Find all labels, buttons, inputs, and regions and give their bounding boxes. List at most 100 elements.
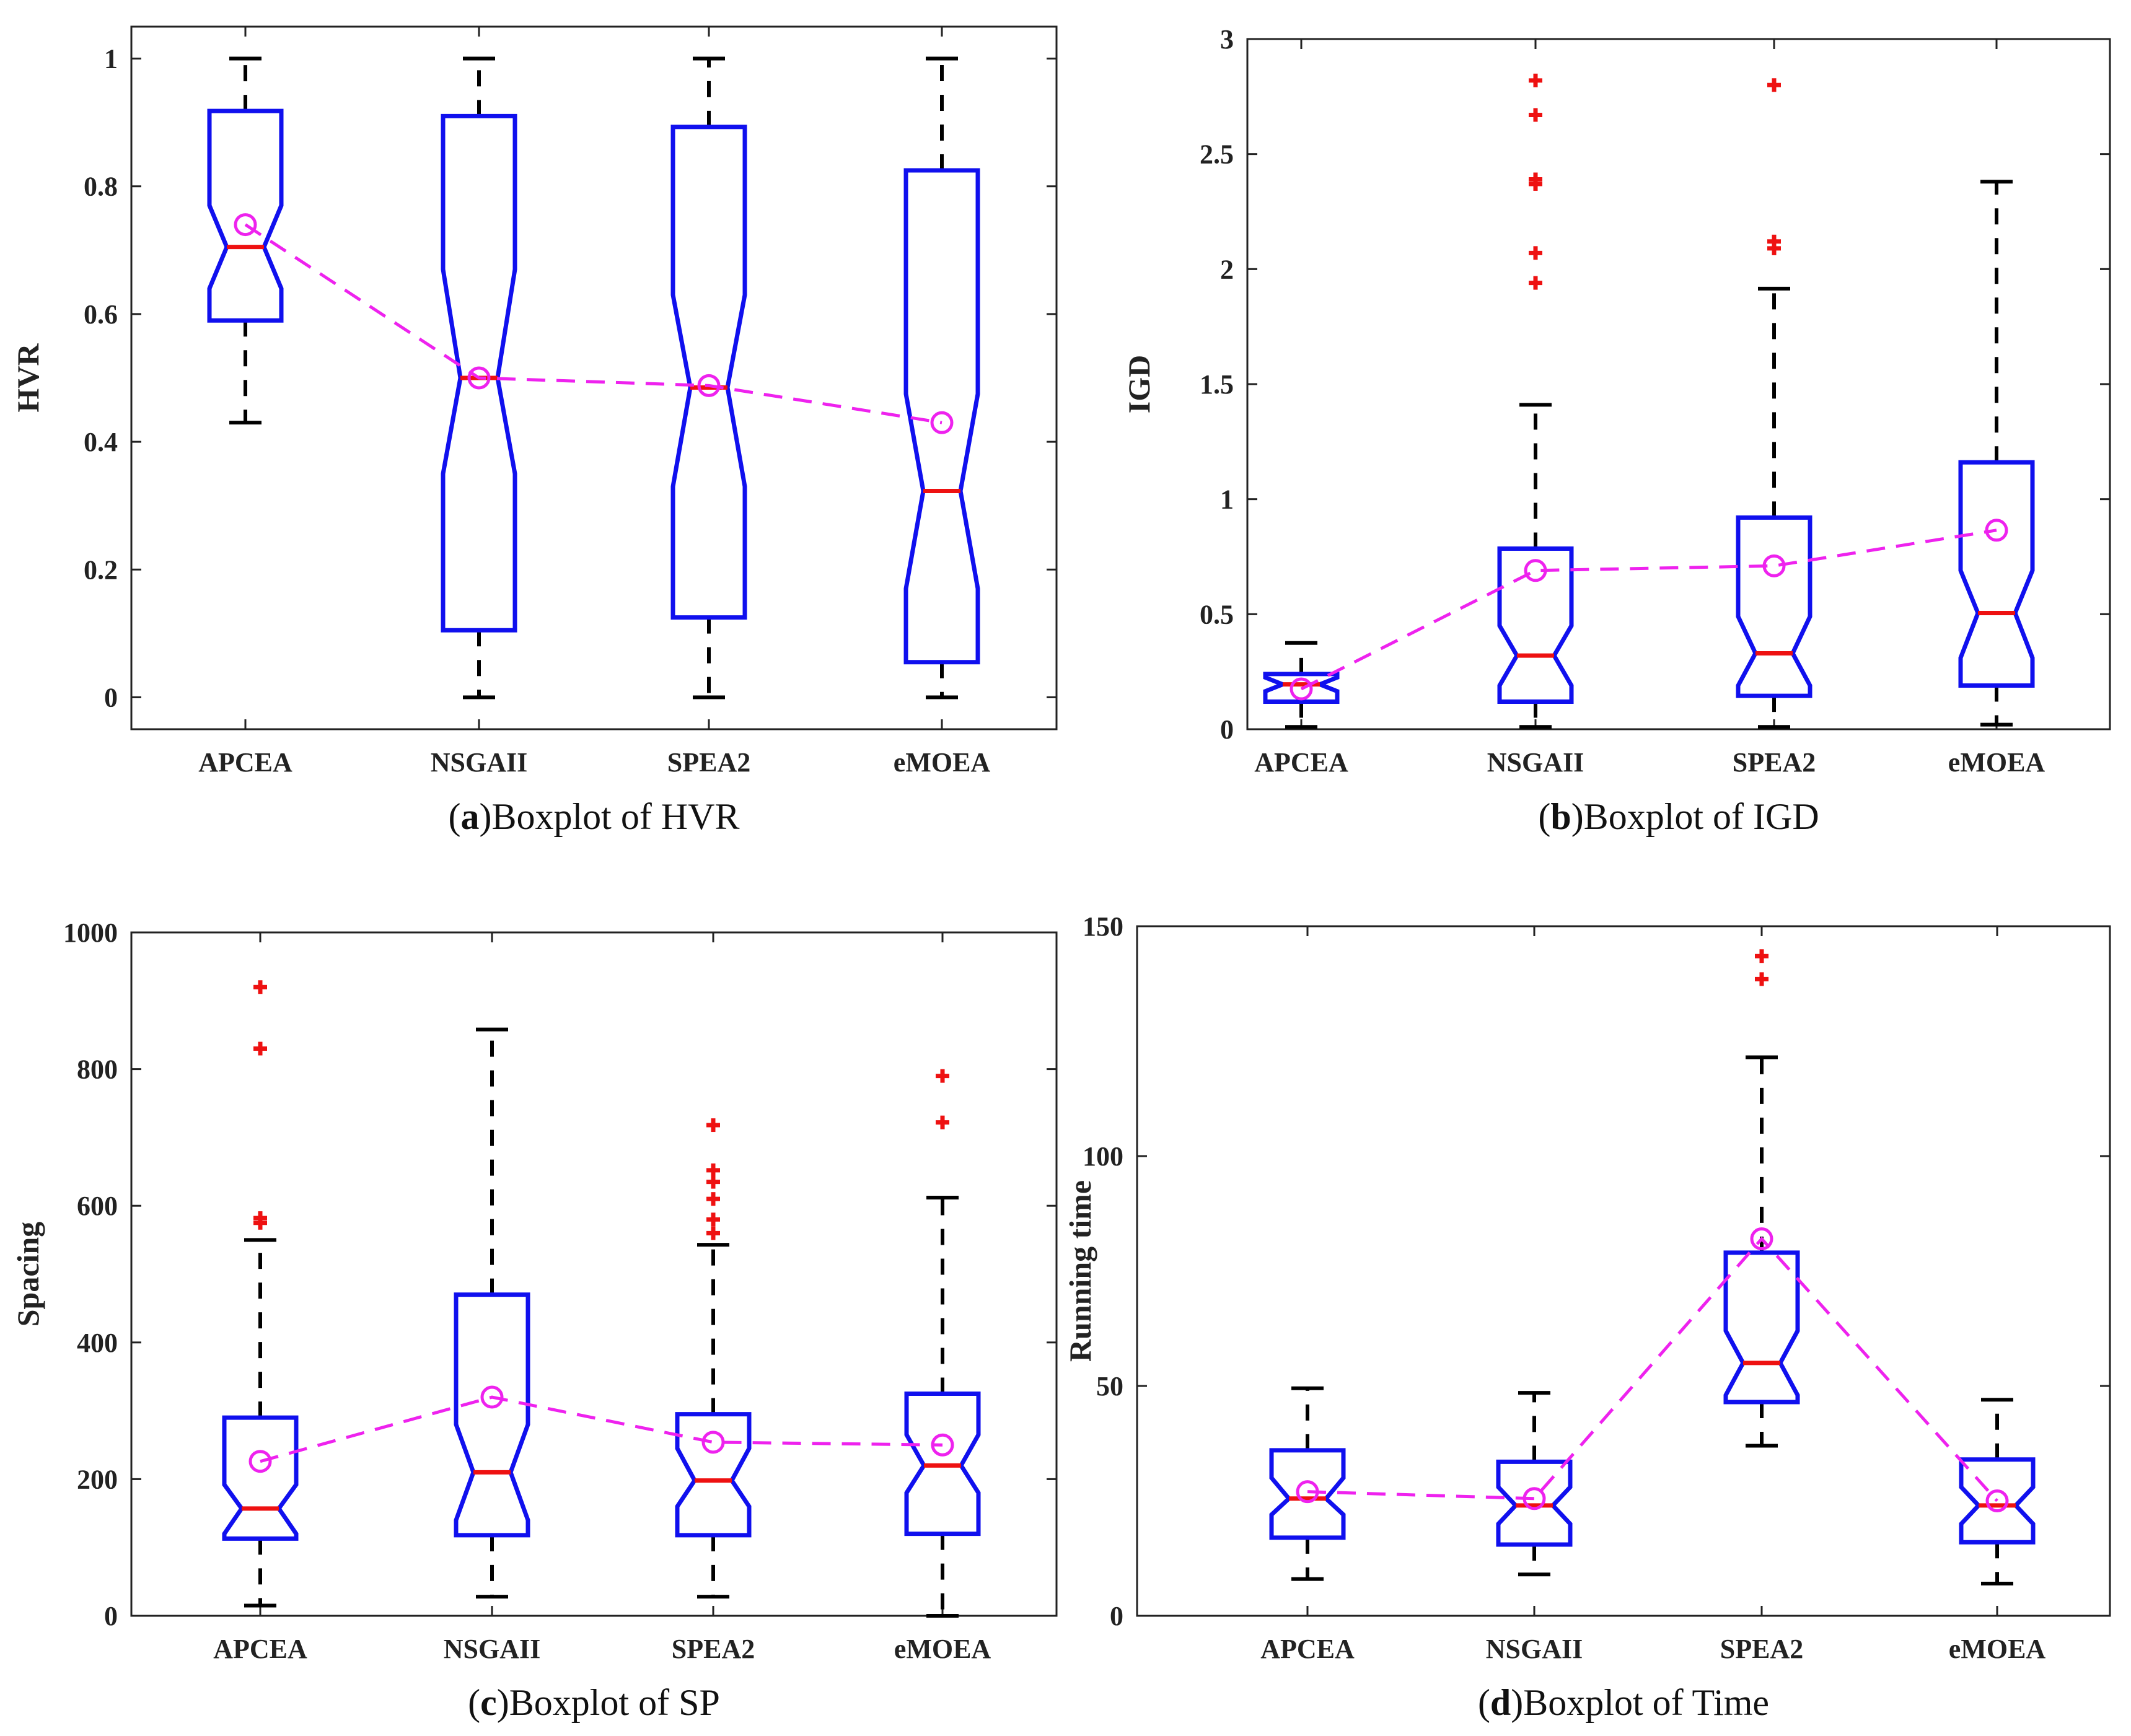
box-emoea — [1959, 1398, 2036, 1586]
y-tick-label: 2.5 — [1200, 139, 1234, 170]
outlier-marker — [706, 1226, 720, 1240]
box-apcea — [207, 56, 284, 425]
caption-paren-close: ) — [1571, 796, 1584, 837]
x-tick-label-emoea: eMOEA — [894, 747, 991, 778]
box-spea2 — [1736, 78, 1812, 729]
notched-box — [904, 1392, 981, 1537]
y-axis-label: Spacing — [11, 1222, 45, 1327]
outlier-marker — [936, 1069, 949, 1083]
box-nsgaii — [1496, 1391, 1573, 1577]
caption-letter: c — [480, 1682, 497, 1723]
outlier-marker — [1529, 108, 1542, 122]
y-tick-label: 0.5 — [1200, 599, 1234, 629]
caption-paren-open: ( — [1478, 1682, 1490, 1723]
notched-box — [675, 1412, 752, 1538]
outlier-marker — [1755, 949, 1769, 963]
caption-paren-open: ( — [449, 796, 461, 837]
caption-text: Boxplot of HVR — [491, 796, 739, 837]
y-tick-label: 50 — [1096, 1371, 1123, 1401]
y-tick-label: 1000 — [63, 918, 118, 948]
x-tick-label-spea2: SPEA2 — [1720, 1634, 1803, 1664]
outlier-marker — [706, 1212, 720, 1227]
mean-marker — [697, 374, 721, 397]
mean-marker — [1762, 554, 1786, 577]
y-tick-label: 0.6 — [84, 299, 118, 330]
y-tick-label: 100 — [1083, 1141, 1123, 1172]
notched-box — [1723, 1250, 1800, 1405]
notched-box — [670, 125, 747, 620]
caption-text: Boxplot of SP — [509, 1682, 720, 1723]
panel-caption: (d)Boxplot of Time — [1478, 1682, 1769, 1723]
outlier-marker — [1529, 73, 1542, 87]
x-tick-label-emoea: eMOEA — [1949, 1634, 2046, 1664]
x-tick-label-emoea: eMOEA — [1948, 747, 2045, 778]
caption-text: Boxplot of Time — [1523, 1682, 1769, 1723]
box-emoea — [1958, 180, 2035, 727]
mean-marker — [1296, 1480, 1319, 1504]
mean-marker — [1750, 1227, 1773, 1251]
mean-marker — [931, 1433, 954, 1457]
box-nsgaii — [441, 56, 517, 699]
plot-area-frame — [1246, 38, 2111, 730]
y-axis-label: Running time — [1063, 1180, 1097, 1362]
x-tick-label-emoea: eMOEA — [894, 1634, 991, 1664]
notched-box — [1263, 672, 1340, 704]
x-tick-label-apcea: APCEA — [1254, 747, 1348, 778]
mean-marker — [1522, 1487, 1546, 1510]
outlier-marker — [1767, 78, 1781, 92]
box-apcea — [1269, 1386, 1346, 1581]
panel-d-running-time: 0 50 100 150 APCEA NSGAII SPEA2 eMOEA Running ti… — [1063, 911, 2111, 1723]
caption-letter: b — [1550, 796, 1571, 837]
x-tick-label-spea2: SPEA2 — [667, 747, 750, 778]
panel-b-igd: 0 0.5 1 1.5 2 2.5 3 APCEA NSGAII SPEA2 eMOEA IGD (b)… — [1122, 24, 2111, 837]
y-tick-label: 800 — [77, 1054, 118, 1085]
mean-trend-line — [260, 1395, 943, 1463]
y-tick-label: 0.8 — [84, 172, 118, 202]
mean-trend-line — [1300, 528, 1997, 691]
box-emoea — [904, 1069, 981, 1618]
outlier-marker — [253, 1211, 267, 1225]
mean-marker — [701, 1431, 725, 1454]
box-apcea — [222, 980, 299, 1608]
y-tick-label: 1 — [1220, 484, 1234, 515]
y-tick-label: 0 — [104, 682, 118, 712]
x-tick-label-nsgaii: NSGAII — [1487, 747, 1584, 778]
x-tick-label-nsgaii: NSGAII — [444, 1634, 541, 1664]
notched-box — [222, 1415, 299, 1541]
panel-caption: (c)Boxplot of SP — [468, 1682, 720, 1723]
x-tick-label-apcea: APCEA — [213, 1634, 307, 1664]
box-spea2 — [670, 56, 747, 699]
box-emoea — [903, 56, 980, 699]
mean-marker — [480, 1385, 504, 1409]
plot-area-frame — [1136, 925, 2111, 1617]
y-tick-label: 3 — [1220, 24, 1234, 55]
y-tick-label: 1 — [104, 44, 118, 74]
outlier-marker — [1767, 234, 1781, 248]
outlier-marker — [1529, 246, 1542, 260]
panel-caption: (b)Boxplot of IGD — [1538, 796, 1819, 837]
plot-area-frame — [130, 25, 1058, 730]
notched-box — [1269, 1448, 1346, 1540]
y-axis-label: IGD — [1122, 355, 1156, 413]
mean-marker — [467, 366, 491, 390]
x-tick-label-nsgaii: NSGAII — [431, 747, 528, 778]
panel-caption: (a)Boxplot of HVR — [449, 796, 740, 837]
mean-marker — [234, 213, 257, 237]
x-tick-label-apcea: APCEA — [198, 747, 292, 778]
mean-marker — [1524, 559, 1547, 582]
notched-box — [1497, 546, 1574, 704]
notched-box — [1959, 1457, 2036, 1545]
box-spea2 — [675, 1118, 752, 1599]
x-tick-label-nsgaii: NSGAII — [1486, 1634, 1583, 1664]
caption-paren-open: ( — [468, 1682, 480, 1723]
mean-marker — [930, 411, 954, 434]
caption-paren-close: ) — [497, 1682, 509, 1723]
notched-box — [1958, 460, 2035, 688]
outlier-marker — [706, 1192, 720, 1206]
notched-box — [903, 168, 980, 665]
outlier-marker — [936, 1115, 949, 1129]
box-spea2 — [1723, 949, 1800, 1448]
y-tick-label: 200 — [77, 1464, 118, 1494]
mean-trend-line — [244, 223, 942, 424]
